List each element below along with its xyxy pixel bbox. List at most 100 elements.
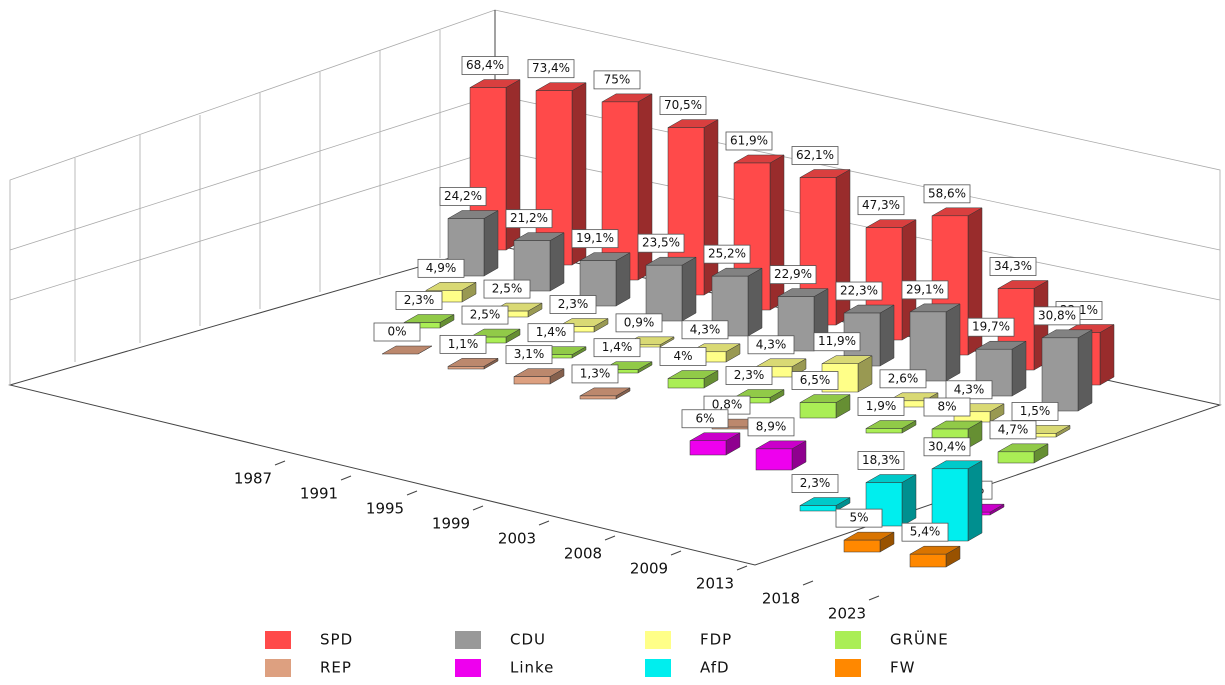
value-label: 19,1%	[576, 231, 614, 245]
bar-group: 19,7%	[967, 317, 1027, 397]
value-label: 1,4%	[536, 325, 567, 339]
x-tick	[340, 475, 352, 481]
value-label: 22,9%	[774, 267, 812, 281]
value-label-box	[747, 335, 795, 355]
value-label: 4,7%	[998, 422, 1029, 436]
value-label: 8%	[937, 400, 956, 414]
bar	[689, 440, 727, 456]
value-label-box	[593, 70, 641, 90]
bar-side	[483, 210, 499, 277]
value-label: 1,5%	[1020, 404, 1051, 418]
value-label-box	[901, 522, 949, 542]
x-tick	[802, 580, 814, 586]
bar-group: 5,4%	[901, 522, 961, 568]
value-label: 21,2%	[510, 211, 548, 225]
value-label-box	[923, 397, 971, 417]
x-tick	[406, 490, 418, 496]
value-label: 5%	[849, 511, 868, 525]
x-tick-label: 1999	[432, 515, 470, 533]
legend-label: FDP	[700, 631, 732, 649]
value-label-box	[461, 56, 509, 75]
value-label-box	[439, 187, 487, 206]
value-label: 18,3%	[862, 453, 900, 467]
value-label: 30,8%	[1038, 308, 1076, 322]
x-tick-label: 2008	[564, 545, 602, 563]
bar-group: 0,9%	[615, 313, 675, 348]
value-label: 24,2%	[444, 189, 482, 203]
bar-side	[747, 267, 763, 337]
legend: SPD CDU FDP GRÜNE REP Linke AfD FW	[265, 630, 948, 677]
value-label: 22,3%	[840, 284, 878, 298]
value-label: 34,3%	[994, 259, 1032, 273]
bar-side	[681, 256, 697, 322]
value-label: 4%	[673, 349, 692, 363]
legend-swatch	[455, 631, 481, 649]
value-label-box	[989, 420, 1037, 440]
value-label: 23,5%	[642, 236, 680, 250]
x-tick-label: 1987	[234, 470, 272, 488]
bar-group: 5%	[835, 508, 895, 553]
value-label-box	[461, 305, 509, 325]
legend-swatch	[835, 631, 861, 649]
bar	[513, 376, 551, 385]
bar-side	[967, 460, 983, 542]
value-label-box	[637, 233, 685, 253]
x-tick-label: 2009	[630, 560, 668, 578]
bar-side	[945, 303, 961, 382]
x-tick	[868, 595, 880, 601]
value-label-box	[989, 257, 1037, 276]
bar-group: 19,1%	[571, 229, 631, 307]
value-label: 30,4%	[928, 439, 966, 453]
value-label: 4,3%	[756, 337, 787, 351]
value-label-box	[483, 279, 531, 299]
bar-group: 30,4%	[923, 437, 983, 542]
value-label-box	[747, 417, 795, 437]
value-label-box	[923, 184, 971, 204]
bar-side	[549, 232, 565, 292]
value-label: 68,4%	[466, 58, 504, 72]
bar-group: 4,3%	[681, 320, 741, 363]
value-label-box	[373, 322, 421, 342]
bar-group: 29,1%	[901, 280, 961, 382]
bar-side	[901, 474, 917, 527]
bar-group: 4,9%	[417, 258, 477, 303]
legend-label: FW	[890, 659, 915, 677]
value-label-box	[879, 369, 927, 389]
bar	[579, 395, 617, 400]
value-label: 11,9%	[818, 334, 856, 348]
value-label-box	[439, 334, 487, 354]
value-label: 8,9%	[756, 419, 787, 433]
legend-swatch	[265, 631, 291, 649]
legend-swatch	[835, 659, 861, 677]
value-label: 62,1%	[796, 148, 834, 162]
value-label-box	[703, 244, 751, 264]
bar-group: 30,8%	[1033, 306, 1093, 412]
x-tick	[274, 460, 286, 466]
value-label: 73,4%	[532, 61, 570, 75]
bar-side	[1011, 340, 1027, 397]
x-tick-label: 2003	[498, 530, 536, 548]
value-label: 19,7%	[972, 320, 1010, 334]
bar	[997, 451, 1035, 464]
value-label: 0,9%	[624, 315, 655, 329]
value-label: 47,3%	[862, 198, 900, 212]
bar-side	[769, 154, 785, 311]
value-label: 4,3%	[690, 322, 721, 336]
bar-group: 1,9%	[857, 397, 917, 434]
value-label: 25,2%	[708, 247, 746, 261]
legend-label: Linke	[510, 659, 554, 677]
legend-swatch	[645, 659, 671, 677]
value-label: 1,4%	[602, 340, 633, 354]
bar-group: 4,7%	[989, 420, 1049, 464]
x-tick	[472, 505, 484, 511]
bar-side	[1099, 324, 1115, 386]
x-tick	[604, 535, 616, 541]
bar-group: 23,5%	[637, 233, 697, 322]
value-label-box	[857, 451, 905, 470]
bar	[645, 264, 683, 322]
bar-group: 8,9%	[747, 417, 807, 471]
bar-group: 0%	[373, 322, 433, 355]
bar	[1041, 337, 1079, 412]
value-label-box	[549, 295, 597, 314]
value-label-box	[769, 265, 817, 285]
